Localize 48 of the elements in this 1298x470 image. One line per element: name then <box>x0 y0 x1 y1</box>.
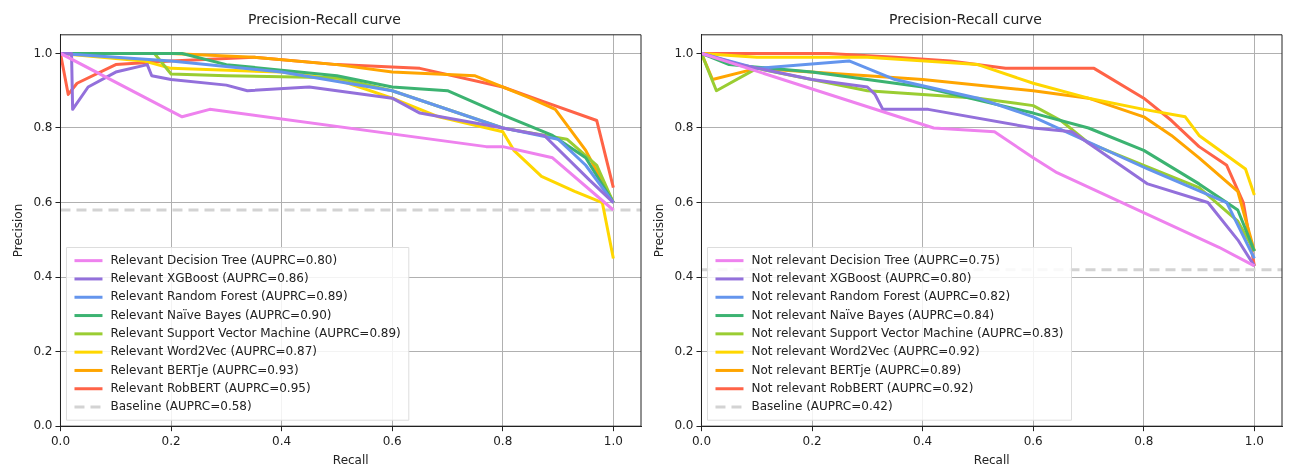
x-axis-title: Recall <box>973 452 1010 467</box>
legend-label: Baseline (AUPRC=0.42) <box>751 399 893 414</box>
y-axis-title: Precision <box>652 203 667 258</box>
legend-label: Relevant Naïve Bayes (AUPRC=0.90) <box>110 307 332 322</box>
y-tick-label: 0.2 <box>33 343 53 358</box>
x-tick-label: 0.6 <box>1023 433 1043 448</box>
x-tick-label: 0.2 <box>161 433 181 448</box>
x-tick-label: 1.0 <box>603 433 623 448</box>
y-tick-label: 0.6 <box>674 194 694 209</box>
legend-label: Relevant RobBERT (AUPRC=0.95) <box>110 380 311 395</box>
y-tick-label: 0.2 <box>674 343 694 358</box>
y-tick-label: 0.0 <box>674 418 694 433</box>
y-axis-title: Precision <box>11 203 26 258</box>
legend-label: Not relevant BERTje (AUPRC=0.89) <box>751 362 962 377</box>
legend-label: Not relevant Decision Tree (AUPRC=0.75) <box>751 252 1000 267</box>
x-tick-label: 1.0 <box>1244 433 1264 448</box>
y-tick-label: 0.4 <box>674 269 694 284</box>
y-tick-label: 0.8 <box>33 120 53 135</box>
x-tick-label: 0.0 <box>50 433 71 448</box>
legend-label: Not relevant RobBERT (AUPRC=0.92) <box>751 380 974 395</box>
legend-label: Not relevant Naïve Bayes (AUPRC=0.84) <box>751 307 995 322</box>
y-tick-label: 1.0 <box>674 45 694 60</box>
y-tick-label: 0.6 <box>33 194 53 209</box>
chart-title: Precision-Recall curve <box>248 11 401 28</box>
legend-label: Not relevant Support Vector Machine (AUPRC=0.83) <box>751 325 1064 340</box>
legend-label: Relevant Support Vector Machine (AUPRC=0.89) <box>110 325 401 340</box>
x-tick-label: 0.4 <box>913 433 933 448</box>
legend-label: Not relevant Word2Vec (AUPRC=0.92) <box>751 344 980 359</box>
x-tick-label: 0.8 <box>1134 433 1154 448</box>
legend-label: Relevant XGBoost (AUPRC=0.86) <box>110 271 309 286</box>
x-tick-label: 0.2 <box>802 433 822 448</box>
x-tick-label: 0.0 <box>691 433 712 448</box>
legend-label: Not relevant Random Forest (AUPRC=0.82) <box>751 289 1011 304</box>
y-tick-label: 0.4 <box>33 269 53 284</box>
x-axis-title: Recall <box>332 452 369 467</box>
chart-title: Precision-Recall curve <box>889 11 1042 28</box>
legend-label: Relevant Word2Vec (AUPRC=0.87) <box>110 344 317 359</box>
legend-label: Not relevant XGBoost (AUPRC=0.80) <box>751 271 972 286</box>
x-tick-label: 0.8 <box>493 433 513 448</box>
legend-label: Baseline (AUPRC=0.58) <box>110 399 252 414</box>
y-tick-label: 0.0 <box>33 418 53 433</box>
legend-label: Relevant Decision Tree (AUPRC=0.80) <box>110 252 338 267</box>
legend-label: Relevant Random Forest (AUPRC=0.89) <box>110 289 348 304</box>
y-tick-label: 0.8 <box>674 120 694 135</box>
y-tick-label: 1.0 <box>33 45 53 60</box>
legend-label: Relevant BERTje (AUPRC=0.93) <box>110 362 299 377</box>
x-tick-label: 0.6 <box>382 433 402 448</box>
x-tick-label: 0.4 <box>272 433 292 448</box>
